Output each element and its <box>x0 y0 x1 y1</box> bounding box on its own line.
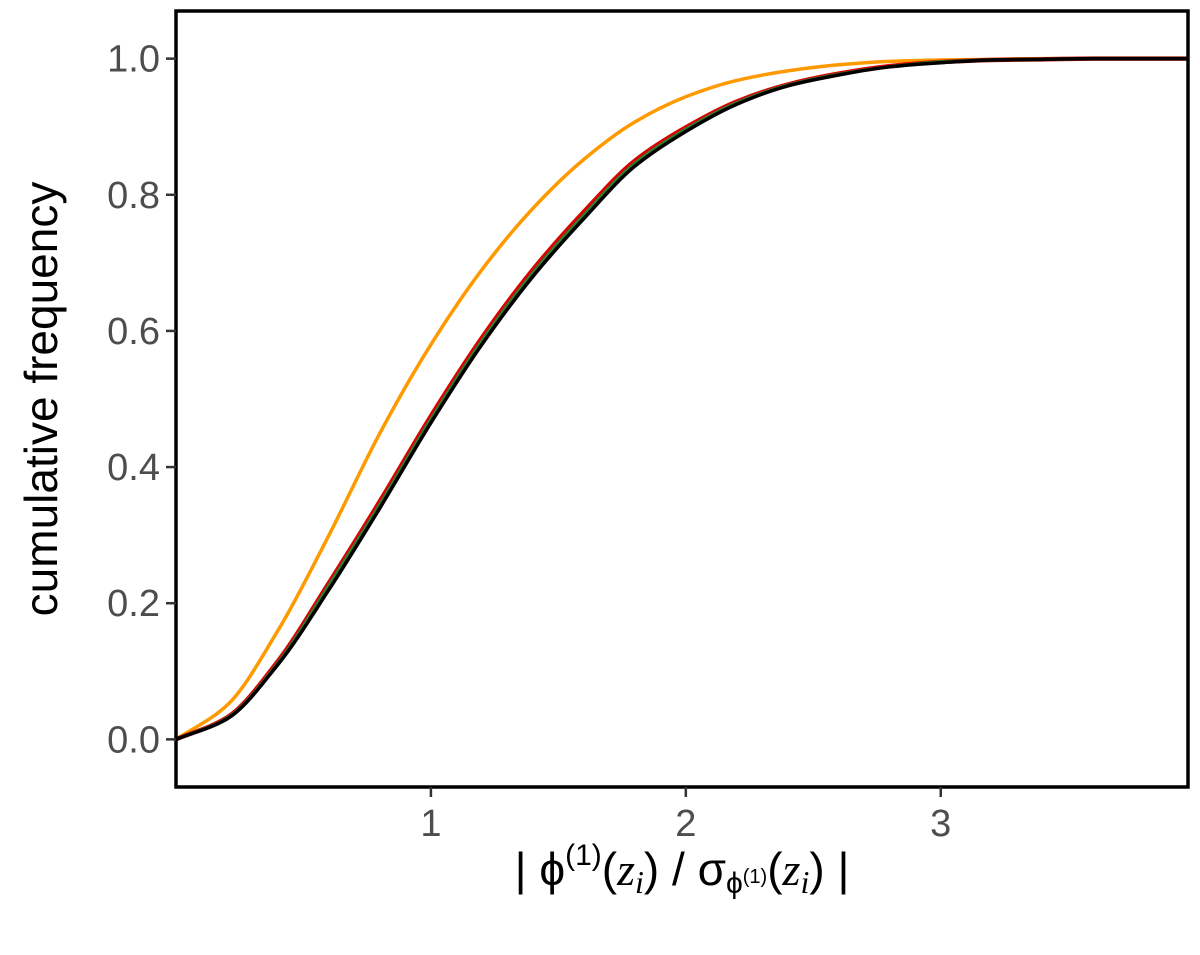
x-title-close2: ) <box>809 843 824 895</box>
x-tick-label: 3 <box>930 803 951 845</box>
x-title-sub-sup: (1) <box>743 866 767 888</box>
x-title-z: z <box>616 844 635 895</box>
x-axis-title: | ϕ(1)(zi) / σϕ(1)(zi) | <box>515 839 850 900</box>
series-layer <box>175 56 1188 742</box>
x-title-sub-phi: ϕ <box>726 867 743 900</box>
x-title-sup: (1) <box>565 839 602 872</box>
x-title-i2: i <box>800 864 809 900</box>
y-tick-label: 0.0 <box>107 719 160 761</box>
series-line-4 <box>175 56 1188 741</box>
x-tick-label: 1 <box>420 803 441 845</box>
y-tick-label: 0.4 <box>107 447 160 489</box>
x-title-sigma: σ <box>698 843 726 895</box>
y-tick-label: 0.6 <box>107 311 160 353</box>
y-tick-label: 0.2 <box>107 583 160 625</box>
x-title-i: i <box>635 864 644 900</box>
y-axis-ticks: 0.0 0.2 0.4 0.6 0.8 1.0 <box>107 39 176 761</box>
x-title-close-slash: ) / <box>644 843 698 895</box>
plot-border <box>174 9 1190 789</box>
x-title-open: ( <box>602 843 618 895</box>
y-tick-label: 1.0 <box>107 39 160 81</box>
x-title-bar-left: | <box>515 843 540 895</box>
x-title-open2: ( <box>767 843 783 895</box>
y-tick-label: 0.8 <box>107 175 160 217</box>
x-title-phi: ϕ <box>539 843 565 895</box>
y-axis-title: cumulative frequency <box>15 182 67 617</box>
x-tick-label: 2 <box>675 803 696 845</box>
x-axis-ticks: 1 2 3 <box>420 787 951 845</box>
plot-background <box>176 11 1188 787</box>
x-title-bar-right: | <box>825 843 850 895</box>
x-title-z2: z <box>782 844 801 895</box>
